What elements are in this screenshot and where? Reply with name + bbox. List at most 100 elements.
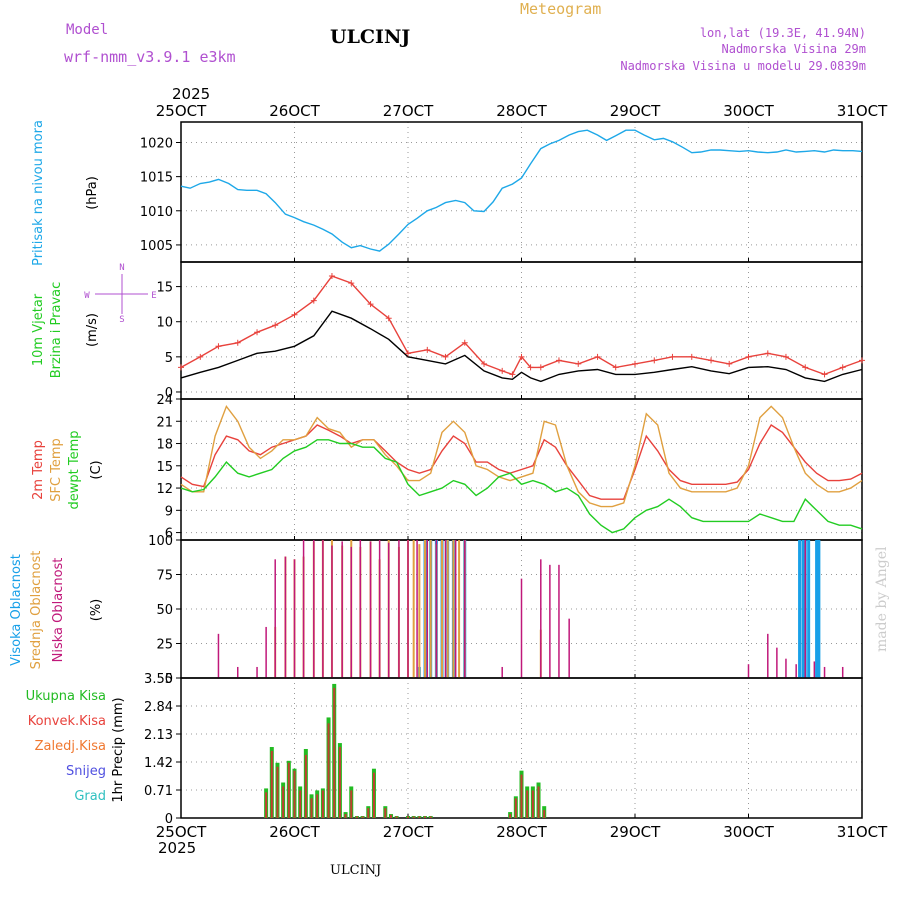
precip-conv-bar <box>509 814 512 818</box>
wind-side-label-2: Brzina i Pravac <box>49 282 64 379</box>
precip-conv-bar <box>270 750 273 818</box>
panel-temperature: 2m Temp SFC Temp dewpt Temp (C) 6 9 12 15 18… <box>31 393 863 542</box>
cloud-low-bar <box>804 540 806 678</box>
y-tick-label: 1005 <box>140 239 173 254</box>
precip-conv-bar <box>333 687 336 818</box>
cloud-unit: (%) <box>89 599 104 622</box>
precip-conv-bar <box>429 816 432 818</box>
wind-gust-marker <box>632 360 638 367</box>
y-tick-label: 1015 <box>140 171 173 186</box>
bottom-x-ticks: 25OCT 26OCT 27OCT 28OCT 29OCT 30OCT 31OCT <box>156 823 888 841</box>
precip-legend-1: Konvek.Kisa <box>28 714 106 729</box>
precip-conv-bar <box>338 747 341 818</box>
cloud-mid-bar <box>452 540 455 678</box>
y-tick-label: 75 <box>156 569 173 584</box>
y-tick-label: 0 <box>165 812 173 827</box>
cloud-low-bar <box>313 540 315 678</box>
precip-conv-bar <box>384 808 387 818</box>
precip-conv-bar <box>310 798 313 818</box>
x-tick-label-top: 28OCT <box>496 102 547 120</box>
cloud-low-bar <box>435 540 438 678</box>
y-tick-label: 9 <box>165 504 173 519</box>
precip-conv-bar <box>316 794 319 818</box>
cloud-side-label-2: Srednja Oblacnost <box>29 551 44 670</box>
x-tick-label-bottom: 30OCT <box>723 823 774 841</box>
wind-gust-marker <box>328 273 335 280</box>
x-tick-label-bottom: 29OCT <box>610 823 661 841</box>
precip-conv-bar <box>361 816 364 818</box>
y-tick-label: 1010 <box>140 205 173 220</box>
precip-conv-bar <box>367 808 370 818</box>
watermark: made by Angel <box>874 546 890 652</box>
temp-side-label-1: 2m Temp <box>31 440 46 500</box>
cloud-low-bar <box>293 559 296 678</box>
y-tick-label: 15 <box>156 281 173 296</box>
x-tick-label-top: 31OCT <box>837 102 888 120</box>
y-tick-label: 6 <box>165 527 173 542</box>
cloud-low-bar <box>369 541 372 678</box>
precip-unit: 1hr Precip (mm) <box>111 697 126 802</box>
wind-unit: (m/s) <box>85 313 100 347</box>
y-tick-label: 21 <box>156 415 173 430</box>
cloud-low-bar <box>350 546 352 678</box>
cloud-low-bar <box>217 633 220 678</box>
cloud-low-bar <box>265 626 267 678</box>
wind-gust-marker <box>234 339 241 346</box>
cloud-low-bar <box>322 540 324 678</box>
cloud-high-bar <box>801 540 805 678</box>
precip-conv-bar <box>418 816 421 818</box>
y-tick-label: 15 <box>156 460 173 475</box>
wind-gust-marker <box>509 371 516 378</box>
x-tick-label-bottom: 31OCT <box>837 823 888 841</box>
wind-speed-line <box>180 310 863 383</box>
precip-conv-bar <box>424 816 427 818</box>
cloud-low-bar <box>540 559 542 678</box>
cloud-low-bar <box>501 666 503 678</box>
cloud-low-bar <box>823 666 826 678</box>
precip-legend-3: Snijeg <box>66 764 106 779</box>
cloud-low-bar <box>237 666 239 678</box>
x-tick-label-bottom: 26OCT <box>269 823 320 841</box>
cloud-low-bar <box>341 541 343 678</box>
lonlat-text: lon,lat (19.3E, 41.94N) <box>700 26 866 40</box>
precip-conv-bar <box>514 798 517 818</box>
wind-gust-marker <box>745 353 752 360</box>
wind-gust-marker <box>310 297 317 304</box>
compass-n: N <box>119 263 124 273</box>
wind-gust-marker <box>291 311 298 318</box>
cloud-side-label-3: Niska Oblacnost <box>51 558 66 663</box>
cloud-low-bar <box>795 664 797 678</box>
wind-gust-marker <box>197 353 204 360</box>
precip-conv-bar <box>350 790 353 818</box>
wind-gust-marker <box>708 357 715 364</box>
cloud-mid-bar <box>446 540 449 678</box>
y-tick-label: 1020 <box>140 136 173 151</box>
wind-gust-marker <box>424 346 431 353</box>
wind-compass: N W E S <box>84 263 156 325</box>
precip-conv-bar <box>395 816 398 818</box>
wind-gust-marker <box>669 353 676 360</box>
cloud-low-bar <box>558 564 560 678</box>
precip-conv-bar <box>282 786 285 818</box>
panel-pressure: Pritisak na nivou mora (hPa) 1005 1010 101… <box>31 120 863 266</box>
cloud-mid-bar <box>441 540 444 678</box>
precip-conv-bar <box>407 816 409 818</box>
precip-conv-bar <box>293 770 296 818</box>
pressure-line <box>180 129 863 252</box>
y-tick-label: 100 <box>148 534 173 549</box>
wind-gust-marker <box>461 339 468 346</box>
precip-conv-bar <box>531 790 534 818</box>
precip-conv-bar <box>412 816 415 818</box>
x-tick-label-bottom: 27OCT <box>383 823 434 841</box>
wind-gust-marker <box>839 364 846 371</box>
cloud-low-bar <box>302 540 305 678</box>
wind-gust-marker <box>518 353 525 360</box>
wind-gust-marker <box>802 364 809 371</box>
cloud-high-bar <box>817 540 821 678</box>
wind-gust-marker <box>688 353 695 360</box>
y-tick-label: 3.55 <box>144 672 173 687</box>
x-tick-label-top: 26OCT <box>269 102 320 120</box>
temp-side-label-3: dewpt Temp <box>67 430 82 509</box>
y-tick-label: 0.71 <box>144 784 173 799</box>
precip-conv-bar <box>537 786 540 818</box>
